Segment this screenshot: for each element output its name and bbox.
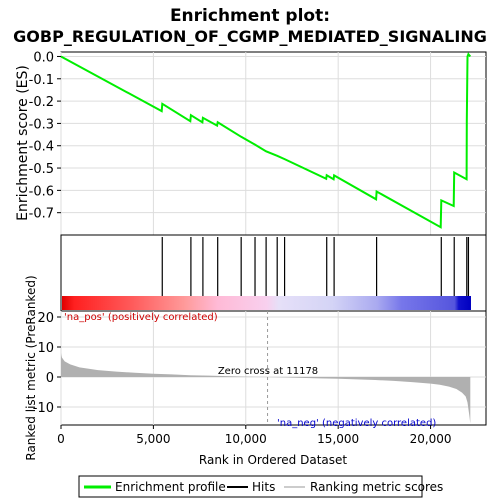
legend-hits-label: Hits [252,480,275,494]
pos-label: 'na_pos' (positively correlated) [64,312,218,323]
x-tick-label: 20,000 [410,432,452,446]
es-y-axis-label: Enrichment score (ES) [15,65,31,221]
neg-label: 'na_neg' (negatively correlated) [277,418,436,429]
metric-y-tick-label: 20 [37,311,54,326]
legend: Enrichment profile Hits Ranking metric s… [78,475,443,498]
chart-title-line1: Enrichment plot: [170,6,330,26]
legend-metric-label: Ranking metric scores [310,480,443,494]
es-panel-frame [60,51,487,236]
es-y-tick-label: -0.5 [29,162,54,177]
es-y-tick-label: -0.2 [29,95,54,110]
metric-y-axis-label: Ranked list metric (PreRanked) [24,275,38,460]
x-axis-ticks: 0 5,000 10,000 15,000 20,000 [57,425,452,446]
es-y-tick-label: -0.7 [29,207,54,222]
es-gridlines [60,52,486,235]
metric-y-tick-label: -10 [33,401,54,416]
metric-y-axis-ticks: 20 10 0 -10 [33,311,61,416]
metric-y-tick-label: 0 [46,371,54,386]
metric-y-tick-label: 10 [37,341,54,356]
es-y-tick-label: -0.4 [29,140,54,155]
es-y-tick-label: -0.3 [29,117,54,132]
x-tick-label: 15,000 [317,432,359,446]
ranking-color-bar [62,296,471,310]
enrichment-profile-line [60,52,472,229]
x-axis-label: Rank in Ordered Dataset [199,453,347,467]
chart-title-line2: GOBP_REGULATION_OF_CGMP_MEDIATED_SIGNALI… [13,27,487,46]
metric-panel-frame [60,310,487,426]
zero-cross-label: Zero cross at 11178 [218,366,318,377]
es-y-tick-label: 0.0 [33,50,54,65]
es-y-axis-ticks: 0.0 -0.1 -0.2 -0.3 -0.4 -0.5 -0.6 -0.7 [29,50,61,222]
es-y-tick-label: -0.6 [29,184,54,199]
es-y-tick-label: -0.1 [29,73,54,88]
hit-markers [161,237,470,296]
x-tick-label: 5,000 [136,432,170,446]
legend-frame [78,475,423,498]
x-tick-label: 10,000 [225,432,267,446]
x-tick-label: 0 [57,432,65,446]
legend-enrichment-label: Enrichment profile [115,480,226,494]
